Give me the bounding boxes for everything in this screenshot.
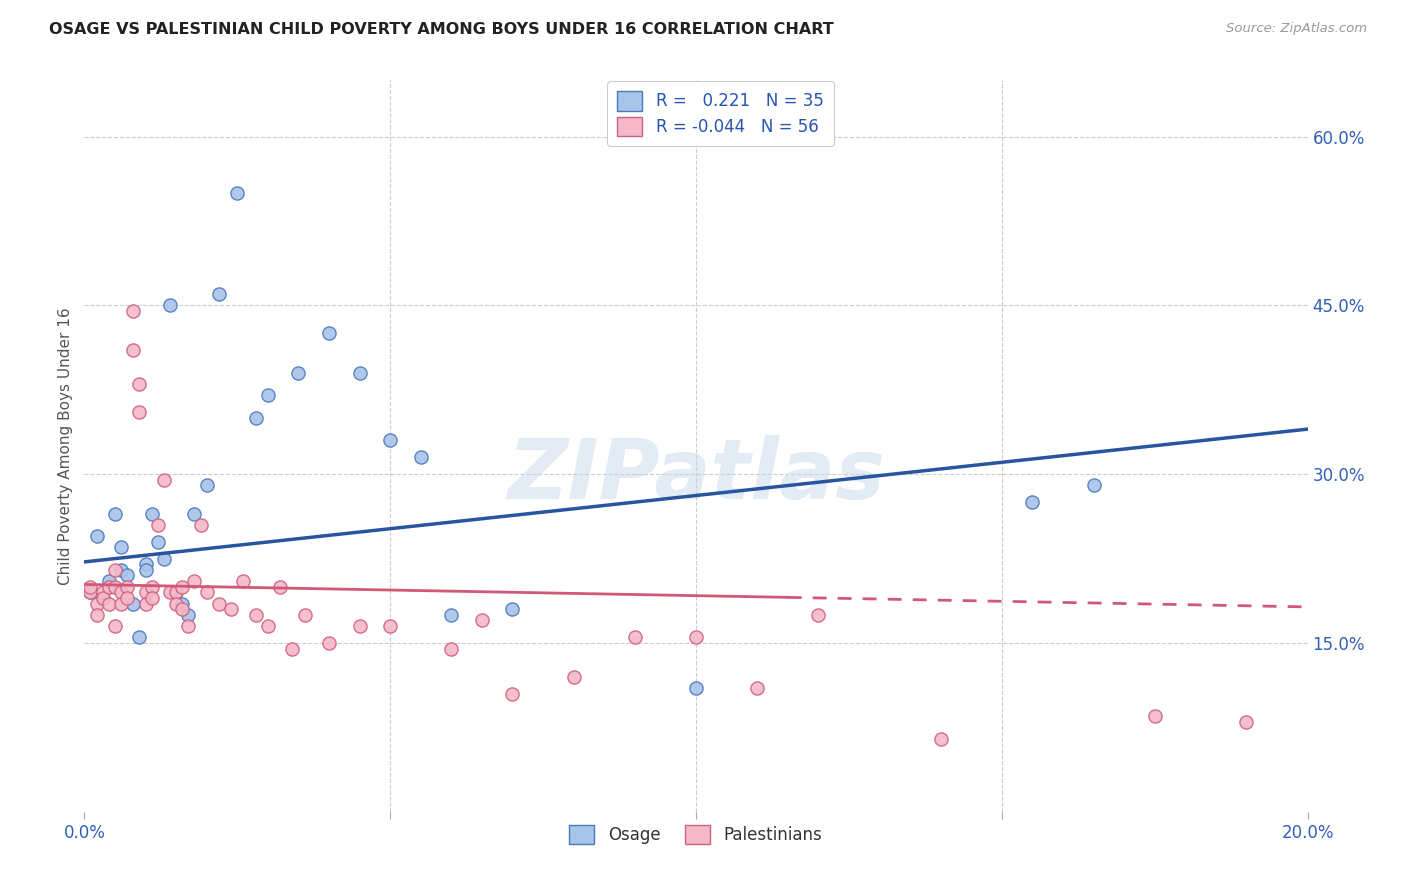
Point xyxy=(562,670,585,684)
Point xyxy=(471,614,494,628)
Point xyxy=(141,580,163,594)
Point xyxy=(122,343,145,358)
Point xyxy=(159,585,181,599)
Point xyxy=(172,597,194,611)
Point xyxy=(257,388,280,402)
Point xyxy=(97,580,120,594)
Point xyxy=(183,574,205,588)
Point xyxy=(153,473,176,487)
Point xyxy=(165,585,187,599)
Text: Source: ZipAtlas.com: Source: ZipAtlas.com xyxy=(1226,22,1367,36)
Point xyxy=(86,597,108,611)
Point xyxy=(177,607,200,622)
Point xyxy=(79,585,101,599)
Point xyxy=(115,580,138,594)
Point xyxy=(245,410,267,425)
Point xyxy=(135,585,157,599)
Point xyxy=(135,563,157,577)
Point xyxy=(165,585,187,599)
Point xyxy=(110,541,132,555)
Point xyxy=(79,585,101,599)
Point xyxy=(104,580,127,594)
Point xyxy=(287,366,309,380)
Point xyxy=(190,517,212,532)
Point xyxy=(807,607,830,622)
Point xyxy=(165,597,187,611)
Point xyxy=(135,557,157,571)
Point xyxy=(177,619,200,633)
Point xyxy=(110,563,132,577)
Point xyxy=(1083,478,1105,492)
Legend: Osage, Palestinians: Osage, Palestinians xyxy=(562,818,830,851)
Point xyxy=(115,591,138,605)
Point xyxy=(245,607,267,622)
Point xyxy=(91,591,114,605)
Point xyxy=(1021,495,1043,509)
Point xyxy=(122,597,145,611)
Point xyxy=(219,602,242,616)
Point xyxy=(502,602,524,616)
Text: OSAGE VS PALESTINIAN CHILD POVERTY AMONG BOYS UNDER 16 CORRELATION CHART: OSAGE VS PALESTINIAN CHILD POVERTY AMONG… xyxy=(49,22,834,37)
Point xyxy=(159,298,181,312)
Point xyxy=(318,636,340,650)
Point xyxy=(208,597,231,611)
Point xyxy=(172,580,194,594)
Point xyxy=(97,574,120,588)
Point xyxy=(281,641,304,656)
Point xyxy=(349,366,371,380)
Point xyxy=(153,551,176,566)
Point xyxy=(380,619,402,633)
Point xyxy=(232,574,254,588)
Point xyxy=(172,602,194,616)
Point xyxy=(685,681,707,695)
Point xyxy=(380,434,402,448)
Point xyxy=(208,287,231,301)
Point xyxy=(141,591,163,605)
Point xyxy=(318,326,340,341)
Point xyxy=(122,304,145,318)
Point xyxy=(1143,709,1166,723)
Point xyxy=(91,585,114,599)
Point xyxy=(1236,714,1258,729)
Point xyxy=(929,731,952,746)
Point xyxy=(97,597,120,611)
Point xyxy=(624,630,647,644)
Point xyxy=(135,597,157,611)
Y-axis label: Child Poverty Among Boys Under 16: Child Poverty Among Boys Under 16 xyxy=(58,307,73,585)
Point xyxy=(86,607,108,622)
Point xyxy=(115,568,138,582)
Point xyxy=(440,641,463,656)
Point xyxy=(502,687,524,701)
Point xyxy=(104,507,127,521)
Point xyxy=(110,597,132,611)
Point xyxy=(685,630,707,644)
Point xyxy=(128,377,150,392)
Point xyxy=(294,607,316,622)
Point xyxy=(141,507,163,521)
Point xyxy=(195,585,218,599)
Point xyxy=(128,630,150,644)
Text: ZIPatlas: ZIPatlas xyxy=(508,434,884,516)
Point xyxy=(79,580,101,594)
Point xyxy=(257,619,280,633)
Point xyxy=(146,534,169,549)
Point xyxy=(128,405,150,419)
Point xyxy=(195,478,218,492)
Point xyxy=(440,607,463,622)
Point xyxy=(91,591,114,605)
Point xyxy=(269,580,291,594)
Point xyxy=(409,450,432,465)
Point xyxy=(110,585,132,599)
Point xyxy=(747,681,769,695)
Point xyxy=(183,507,205,521)
Point xyxy=(104,563,127,577)
Point xyxy=(104,619,127,633)
Point xyxy=(226,186,249,200)
Point xyxy=(86,529,108,543)
Point xyxy=(349,619,371,633)
Point xyxy=(146,517,169,532)
